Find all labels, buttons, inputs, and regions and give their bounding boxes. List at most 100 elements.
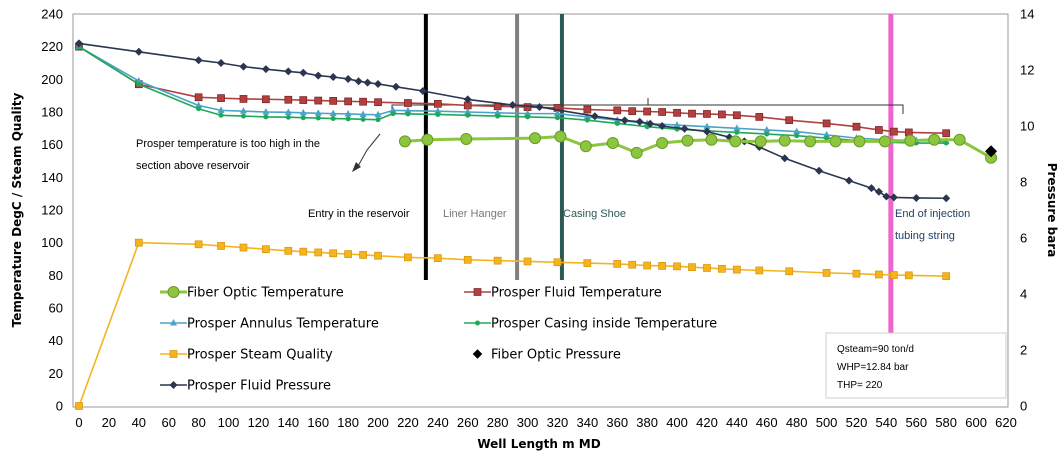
prosper-annulus-temperature-point bbox=[763, 125, 771, 133]
prosper-fluid-pressure-point bbox=[314, 71, 323, 80]
x-tick-label: 400 bbox=[666, 415, 688, 430]
y2-axis-title: Pressure bara bbox=[1045, 163, 1059, 258]
prosper-fluid-pressure-point bbox=[535, 102, 544, 111]
prosper-fluid-pressure-point bbox=[463, 95, 472, 104]
prosper-fluid-pressure-point bbox=[702, 127, 711, 136]
prosper-casing-inside-temperature-point bbox=[435, 111, 441, 117]
y2-tick-label: 6 bbox=[1020, 231, 1027, 246]
x-axis-title: Well Length m MD bbox=[477, 437, 600, 451]
y2-tick-label: 12 bbox=[1020, 63, 1034, 78]
marker-label-liner: Liner Hanger bbox=[443, 208, 507, 220]
fiber-optic-temperature-point bbox=[904, 134, 917, 147]
x-tick-label: 320 bbox=[547, 415, 569, 430]
prosper-steam-quality-point bbox=[553, 258, 562, 267]
y-axis-title: Temperature DegC / Steam Quality bbox=[10, 93, 24, 328]
prosper-fluid-temperature-point bbox=[688, 109, 696, 118]
prosper-casing-inside-temperature-point bbox=[330, 116, 336, 122]
prosper-fluid-pressure-point bbox=[635, 117, 644, 126]
prosper-fluid-pressure-point bbox=[508, 101, 517, 109]
prosper-annulus-temperature-point bbox=[703, 122, 711, 130]
info-box-frame bbox=[825, 332, 1007, 399]
prosper-annulus-temperature-point bbox=[823, 130, 831, 138]
legend-label: Fiber Optic Pressure bbox=[491, 348, 621, 363]
x-axis-ticks: 0 20 40 60 80 100 120 140 160 180 200 220 240 260 280 3… bbox=[75, 415, 1016, 430]
prosper-steam-quality-point bbox=[493, 256, 502, 265]
info-qsteam: Qsteam=90 ton/d bbox=[837, 344, 914, 355]
x-tick-label: 180 bbox=[337, 415, 359, 430]
prosper-steam-quality-point bbox=[194, 240, 203, 249]
note-arrow-line bbox=[356, 133, 381, 169]
prosper-fluid-pressure-point bbox=[815, 166, 824, 175]
prosper-fluid-temperature-point bbox=[785, 116, 794, 125]
prosper-fluid-temperature-point bbox=[583, 105, 592, 114]
prosper-annulus-temperature-point bbox=[389, 106, 397, 113]
x-tick-label: 240 bbox=[427, 415, 449, 430]
prosper-annulus-temperature-point bbox=[239, 107, 247, 114]
prosper-casing-inside-temperature-point bbox=[315, 115, 321, 121]
prosper-annulus-temperature-point bbox=[329, 109, 337, 117]
marker-label-casing: Casing Shoe bbox=[563, 208, 626, 220]
fiber-optic-temperature-point bbox=[529, 132, 542, 145]
prosper-fluid-temperature-point bbox=[703, 110, 711, 118]
fiber-optic-temperature-point bbox=[579, 140, 592, 153]
prosper-fluid-temperature-point bbox=[314, 96, 323, 105]
prosper-steam-quality-point bbox=[613, 260, 622, 268]
x-tick-label: 540 bbox=[876, 415, 898, 430]
prosper-annulus-temperature-point bbox=[217, 106, 225, 113]
prosper-casing-inside-temperature-point bbox=[584, 117, 590, 123]
fiber-optic-temperature-point bbox=[729, 135, 742, 148]
y2-tick-label: 2 bbox=[1020, 343, 1027, 358]
prosper-steam-quality-point bbox=[852, 269, 861, 278]
x-tick-label: 520 bbox=[846, 415, 868, 430]
prosper-annulus-temperature-point bbox=[299, 108, 307, 116]
prosper-annulus-temperature-point bbox=[793, 127, 801, 135]
series-layer bbox=[75, 39, 998, 410]
y-tick-label: 40 bbox=[49, 333, 63, 348]
series-prosper-fluid-temperature bbox=[75, 42, 951, 138]
prosper-annulus-temperature-point bbox=[284, 108, 292, 115]
prosper-casing-inside-temperature-point bbox=[360, 116, 366, 122]
info-thp: THP= 220 bbox=[837, 380, 883, 391]
x-tick-label: 140 bbox=[277, 415, 299, 430]
prosper-annulus-temperature-point bbox=[344, 109, 352, 117]
prosper-fluid-temperature-point bbox=[329, 97, 338, 105]
fiber-optic-temperature-point bbox=[928, 133, 941, 146]
x-tick-label: 420 bbox=[696, 415, 718, 430]
prosper-steam-quality-point bbox=[404, 253, 412, 262]
prosper-annulus-temperature-point bbox=[314, 109, 322, 116]
prosper-fluid-pressure-point bbox=[889, 193, 898, 202]
y-tick-label: 20 bbox=[49, 366, 63, 381]
x-tick-label: 340 bbox=[577, 415, 599, 430]
x-tick-label: 580 bbox=[935, 415, 957, 430]
series-prosper-fluid-pressure bbox=[75, 39, 951, 203]
fiber-optic-temperature-point bbox=[630, 146, 643, 159]
y-tick-label: 60 bbox=[49, 301, 63, 316]
prosper-casing-inside-temperature-point bbox=[285, 114, 291, 120]
prosper-steam-quality-point bbox=[658, 262, 666, 270]
prosper-fluid-pressure-point bbox=[874, 187, 883, 196]
prosper-fluid-pressure-point bbox=[134, 47, 143, 56]
prosper-fluid-pressure-point bbox=[344, 74, 353, 83]
legend-label: Prosper Fluid Pressure bbox=[187, 379, 331, 394]
prosper-fluid-pressure-point bbox=[261, 65, 270, 74]
prosper-steam-quality-point bbox=[583, 259, 592, 267]
prosper-steam-quality-point bbox=[314, 248, 323, 257]
x-tick-label: 60 bbox=[161, 415, 175, 430]
prosper-casing-inside-temperature-point bbox=[495, 113, 501, 119]
prosper-steam-quality-point bbox=[755, 266, 764, 275]
x-tick-label: 620 bbox=[995, 415, 1017, 430]
prosper-casing-inside-temperature-point bbox=[525, 114, 531, 120]
prosper-fluid-pressure-point bbox=[646, 119, 655, 128]
prosper-annulus-temperature-point bbox=[359, 110, 367, 117]
prosper-steam-quality-point bbox=[329, 249, 338, 258]
fiber-optic-temperature-point bbox=[460, 132, 473, 145]
prosper-fluid-pressure-point bbox=[590, 112, 599, 121]
y-tick-label: 120 bbox=[41, 203, 63, 218]
prosper-steam-quality-point bbox=[433, 254, 442, 263]
legend-label: Fiber Optic Temperature bbox=[187, 286, 344, 301]
legend-swatch-point bbox=[169, 350, 178, 358]
x-tick-label: 260 bbox=[457, 415, 479, 430]
prosper-casing-inside-temperature-point bbox=[218, 112, 224, 118]
prosper-fluid-temperature-point bbox=[643, 107, 652, 116]
legend-swatch-point bbox=[473, 288, 482, 296]
